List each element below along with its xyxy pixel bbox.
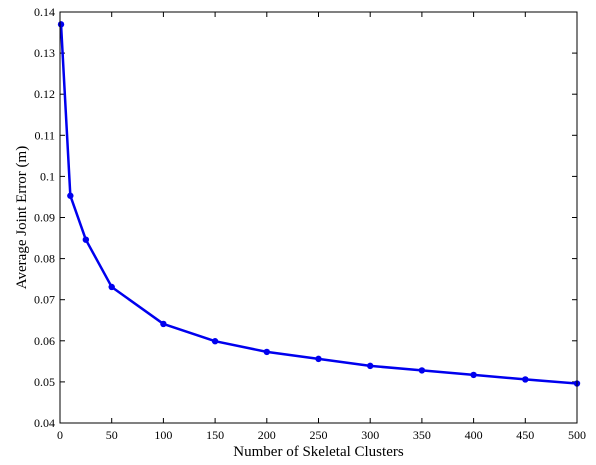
data-point	[263, 348, 270, 356]
y-tick-label: 0.1	[40, 169, 55, 183]
y-tick-label: 0.11	[34, 128, 55, 142]
data-point	[82, 236, 90, 243]
x-tick-label: 250	[310, 428, 328, 442]
data-point	[367, 362, 374, 370]
data-point	[418, 367, 426, 374]
y-tick-label: 0.07	[34, 293, 55, 307]
y-tick-label: 0.13	[34, 46, 55, 60]
plot-area	[60, 12, 577, 423]
x-tick-label: 350	[413, 428, 431, 442]
plot-frame	[59, 11, 578, 424]
x-tick-label: 300	[361, 428, 379, 442]
x-tick-label: 100	[154, 428, 172, 442]
y-axis-title: Average Joint Error (m)	[14, 146, 30, 289]
x-tick-label: 450	[516, 428, 534, 442]
x-axis-title: Number of Skeletal Clusters	[233, 444, 404, 460]
x-tick-label: 150	[206, 428, 224, 442]
data-point	[67, 192, 74, 199]
data-point	[108, 283, 115, 291]
y-tick-label: 0.09	[34, 211, 55, 225]
data-point	[522, 376, 529, 383]
tick-layer: 0 50 100 150 200 250 300 350 400 450 500 0.04 0.05 0.…	[34, 5, 586, 442]
data-point	[57, 21, 65, 28]
x-tick-label: 400	[465, 428, 483, 442]
data-point	[160, 320, 167, 328]
y-tick-label: 0.04	[34, 416, 55, 430]
data-point	[211, 338, 219, 345]
y-tick-label: 0.14	[34, 5, 55, 19]
series-layer	[57, 21, 581, 387]
x-tick-label: 500	[568, 428, 586, 442]
y-tick-label: 0.06	[34, 334, 55, 348]
x-tick-label: 50	[106, 428, 118, 442]
data-point	[315, 355, 322, 363]
y-tick-label: 0.05	[34, 375, 55, 389]
y-tick-label: 0.12	[34, 87, 55, 101]
x-tick-label: 0	[57, 428, 63, 442]
x-tick-label: 200	[258, 428, 276, 442]
y-tick-label: 0.08	[34, 252, 55, 266]
data-point	[470, 371, 477, 379]
